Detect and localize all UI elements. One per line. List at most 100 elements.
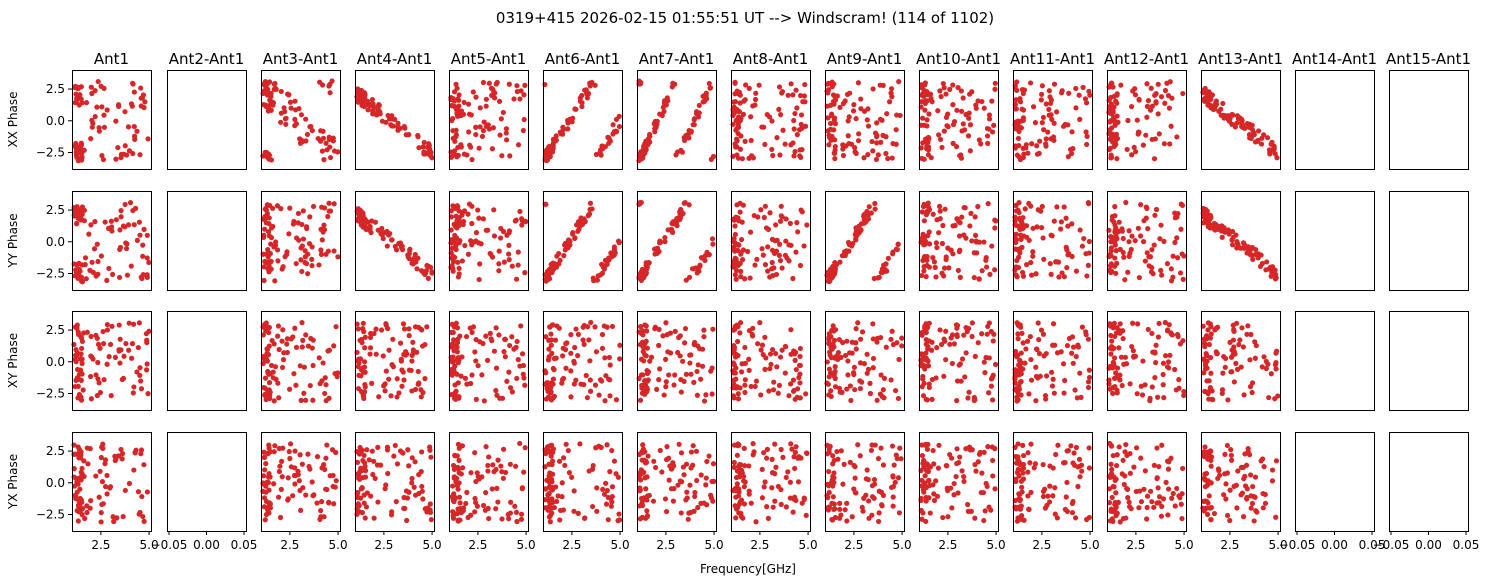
data-point xyxy=(1126,228,1132,234)
data-point xyxy=(1155,81,1161,87)
data-point xyxy=(1050,321,1057,327)
data-point xyxy=(885,255,891,261)
data-point xyxy=(283,121,289,127)
data-point xyxy=(837,500,843,506)
data-point xyxy=(1206,102,1212,108)
data-point xyxy=(547,519,553,525)
data-point xyxy=(473,358,479,364)
panel-frame xyxy=(167,432,247,532)
panel-frame xyxy=(1201,311,1281,411)
data-point xyxy=(1228,369,1234,375)
data-point xyxy=(1069,510,1076,516)
data-point xyxy=(1038,97,1044,103)
data-point xyxy=(406,333,412,339)
data-point xyxy=(298,507,304,513)
data-point xyxy=(476,240,482,246)
data-point xyxy=(477,261,483,267)
data-point xyxy=(117,360,123,366)
data-point xyxy=(498,225,504,232)
data-point xyxy=(88,333,94,340)
data-point xyxy=(1211,510,1218,517)
data-point xyxy=(1239,490,1246,496)
data-point xyxy=(282,254,288,260)
data-point xyxy=(922,442,928,448)
data-point xyxy=(830,323,836,329)
data-point xyxy=(832,368,838,375)
data-point xyxy=(783,504,789,510)
data-point xyxy=(584,395,590,401)
column-title: Ant4-Ant1 xyxy=(357,50,432,68)
data-point xyxy=(138,274,144,280)
data-point xyxy=(1162,353,1169,359)
data-point xyxy=(1201,212,1207,218)
data-point xyxy=(792,148,798,155)
data-point xyxy=(1107,145,1113,151)
data-point xyxy=(961,204,967,211)
panel-frame xyxy=(1107,311,1187,411)
data-point xyxy=(389,123,395,129)
data-point xyxy=(1016,473,1022,479)
data-point xyxy=(518,516,525,522)
data-point xyxy=(520,371,526,377)
data-point xyxy=(1110,365,1116,371)
data-point xyxy=(1049,233,1055,239)
x-tick-label: −0.05 xyxy=(151,538,188,552)
data-point xyxy=(144,489,150,495)
data-point xyxy=(548,442,555,448)
data-point xyxy=(836,336,842,343)
data-point xyxy=(508,499,514,505)
data-point xyxy=(284,341,290,347)
data-point xyxy=(1051,120,1057,126)
data-point xyxy=(1115,499,1121,505)
data-point xyxy=(1200,89,1207,95)
data-point xyxy=(1033,271,1039,277)
data-point xyxy=(455,380,461,386)
data-point xyxy=(518,511,525,517)
data-point xyxy=(275,323,282,329)
data-point xyxy=(367,103,373,109)
data-point xyxy=(496,268,502,274)
data-point xyxy=(983,354,989,361)
data-point xyxy=(398,244,404,250)
data-point xyxy=(890,483,897,490)
data-point xyxy=(1272,362,1279,368)
y-tick-label: 0.0 xyxy=(46,235,65,249)
data-point xyxy=(400,321,407,327)
data-point xyxy=(292,465,298,471)
data-point xyxy=(1019,489,1025,495)
data-point xyxy=(293,344,300,350)
data-point xyxy=(275,333,281,339)
data-point xyxy=(454,218,460,224)
data-point xyxy=(780,454,786,460)
data-point xyxy=(427,501,433,507)
data-point xyxy=(449,321,455,327)
data-point xyxy=(869,483,876,489)
data-point xyxy=(890,494,896,500)
data-point xyxy=(117,227,123,233)
data-point xyxy=(735,352,741,359)
data-point xyxy=(473,124,479,130)
data-point xyxy=(335,254,341,260)
data-point xyxy=(695,362,701,368)
data-point xyxy=(933,375,939,381)
data-point xyxy=(1050,376,1056,382)
data-point xyxy=(1131,464,1137,470)
data-point xyxy=(265,370,271,376)
data-point xyxy=(683,371,689,377)
panel-xx-phase-ant11-ant1: Ant11-Ant1 xyxy=(1010,50,1095,170)
data-point xyxy=(919,483,925,489)
data-point xyxy=(831,501,837,507)
data-point xyxy=(371,458,377,464)
data-point xyxy=(732,231,738,238)
data-point xyxy=(734,481,740,487)
data-point xyxy=(1255,128,1262,134)
data-point xyxy=(694,392,700,398)
panel-frame xyxy=(355,432,435,532)
data-point xyxy=(1116,444,1122,450)
data-point xyxy=(472,450,478,456)
data-point xyxy=(483,490,489,496)
data-point xyxy=(926,229,932,235)
data-point xyxy=(769,146,775,153)
data-point xyxy=(427,444,433,450)
data-point xyxy=(1268,371,1274,377)
